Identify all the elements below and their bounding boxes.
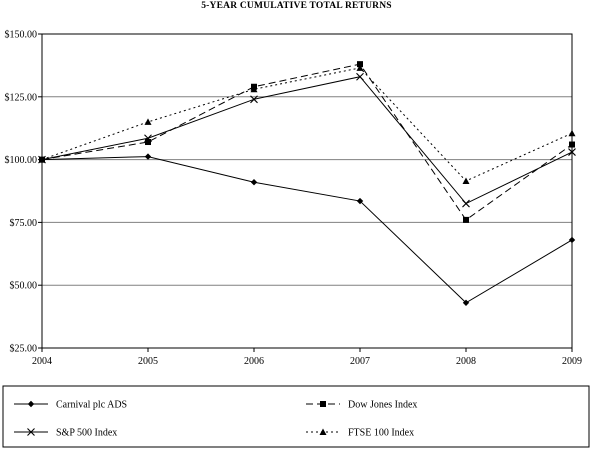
data-point bbox=[144, 134, 152, 143]
data-point bbox=[568, 129, 576, 137]
legend-label: S&P 500 Index bbox=[56, 428, 117, 439]
series-ftse-100-index bbox=[38, 64, 576, 184]
legend-marker bbox=[319, 428, 327, 435]
y-tick-label: $150.00 bbox=[5, 30, 38, 41]
y-tick-label: $25.00 bbox=[10, 344, 38, 355]
legend-item: FTSE 100 Index bbox=[306, 428, 414, 439]
x-tick-label: 2008 bbox=[456, 356, 476, 367]
data-point bbox=[568, 236, 576, 244]
series-s-p-500-index bbox=[38, 72, 576, 208]
legend-item: S&P 500 Index bbox=[14, 428, 117, 439]
x-tick-label: 2009 bbox=[562, 356, 582, 367]
series-line bbox=[41, 67, 573, 182]
data-point bbox=[462, 199, 470, 208]
y-tick-label: $75.00 bbox=[10, 218, 38, 229]
legend: Carnival plc ADS Dow Jones Index S&P 500 I… bbox=[2, 385, 590, 448]
data-point bbox=[356, 64, 364, 71]
data-point bbox=[38, 156, 46, 163]
series-dow-jones-index bbox=[39, 61, 575, 223]
x-tick-label: 2004 bbox=[32, 356, 52, 367]
series-carnival-plc-ads bbox=[38, 153, 576, 306]
y-tick-label: $125.00 bbox=[5, 92, 38, 103]
data-point bbox=[462, 299, 470, 306]
legend-item: Carnival plc ADS bbox=[14, 400, 127, 411]
data-point bbox=[356, 72, 364, 81]
series-line bbox=[41, 76, 573, 205]
y-tick-label: $50.00 bbox=[10, 281, 38, 292]
x-tick-label: 2005 bbox=[138, 356, 158, 367]
data-point bbox=[462, 177, 470, 184]
legend-item: Dow Jones Index bbox=[306, 400, 417, 411]
plot-area-frame bbox=[41, 33, 573, 349]
data-point bbox=[145, 139, 151, 146]
series-line bbox=[41, 63, 573, 221]
series-line bbox=[41, 156, 573, 304]
x-tick-label: 2006 bbox=[244, 356, 264, 367]
chart-title: 5-YEAR CUMULATIVE TOTAL RETURNS bbox=[201, 1, 392, 11]
x-tick-label: 2007 bbox=[350, 356, 370, 367]
data-point bbox=[463, 216, 469, 223]
data-point bbox=[568, 148, 576, 156]
data-point bbox=[250, 95, 258, 104]
series-layer bbox=[38, 61, 576, 306]
y-tick-label: $100.00 bbox=[5, 155, 38, 166]
data-point bbox=[144, 153, 152, 160]
legend-marker bbox=[27, 428, 35, 436]
y-axis-ticks: $25.00 $50.00 $75.00 $100.00 $125.00 $150.00 bbox=[5, 30, 42, 355]
legend-marker bbox=[27, 400, 35, 408]
data-point bbox=[356, 197, 364, 205]
legend-label: Carnival plc ADS bbox=[56, 400, 127, 411]
x-axis-ticks: 2004 2005 2006 2007 2008 2009 bbox=[32, 348, 582, 367]
legend-label: FTSE 100 Index bbox=[348, 428, 414, 439]
legend-box bbox=[2, 385, 590, 448]
gridlines bbox=[42, 96, 572, 286]
legend-marker bbox=[320, 401, 326, 407]
legend-label: Dow Jones Index bbox=[348, 400, 417, 411]
data-point bbox=[569, 141, 575, 148]
data-point bbox=[250, 85, 258, 93]
data-point bbox=[357, 61, 363, 68]
data-point bbox=[144, 118, 152, 125]
data-point bbox=[250, 179, 258, 186]
